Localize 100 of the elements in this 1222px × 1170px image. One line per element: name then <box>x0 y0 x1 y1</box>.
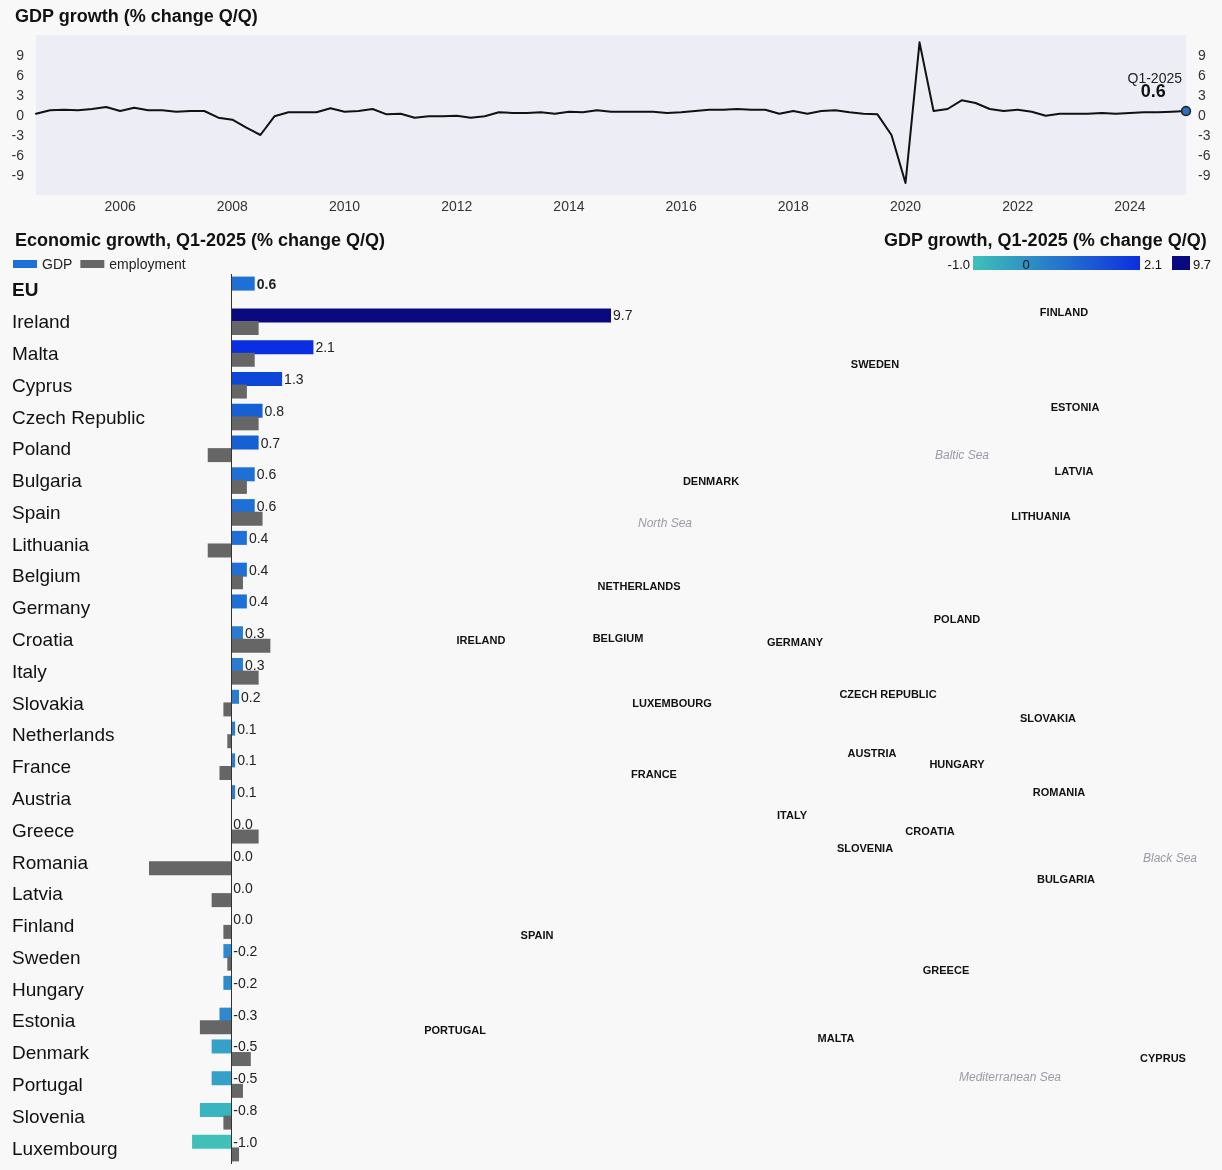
y2-tick-label: 0 <box>1198 107 1206 123</box>
x-tick-label: 2012 <box>441 198 473 214</box>
x-tick-label: 2018 <box>777 198 810 214</box>
bar <box>223 702 232 717</box>
y-tick-label: Poland <box>12 438 72 460</box>
x-tick-label: 2014 <box>553 198 585 214</box>
text: MALTA <box>817 1032 855 1044</box>
text: CYPRUS <box>1140 1052 1186 1064</box>
bar <box>231 320 259 335</box>
bar <box>231 384 247 399</box>
data-label: 0.6 <box>256 498 277 515</box>
text: ESTONIA <box>1050 401 1100 413</box>
y2-tick-label: -9 <box>1198 167 1211 183</box>
x-tick-label: 2010 <box>328 198 361 214</box>
bar <box>231 670 259 685</box>
bar <box>219 765 232 780</box>
y-tick-label: Luxembourg <box>12 1137 118 1159</box>
data-label: 0.1 <box>237 720 257 737</box>
y-tick-label: Italy <box>12 660 48 682</box>
data-label: 0.3 <box>244 625 265 642</box>
text: POLAND <box>933 613 981 625</box>
legend-label: GDP <box>42 256 73 272</box>
y-tick-label: Hungary <box>12 978 85 1000</box>
bar <box>207 543 232 558</box>
y-tick-label: Bulgaria <box>12 470 83 492</box>
x-tick-label: 2008 <box>216 198 249 214</box>
data-label: -0.5 <box>233 1038 258 1055</box>
bar <box>231 479 247 494</box>
text: CROATIA <box>905 825 955 837</box>
y-tick-label: Portugal <box>12 1074 83 1096</box>
bar <box>223 1115 232 1130</box>
y-tick-label: 3 <box>16 87 25 103</box>
chart-title: Economic growth, Q1-2025 (% change Q/Q) <box>15 230 386 250</box>
data-label: 0.7 <box>260 434 281 451</box>
data-label: 0.0 <box>233 911 253 928</box>
bar <box>211 1039 232 1054</box>
y-tick-label: 0 <box>16 107 25 123</box>
bar <box>231 276 255 291</box>
data-label: -0.2 <box>233 974 258 991</box>
bar <box>231 308 611 323</box>
text: SLOVENIA <box>836 842 894 854</box>
y-tick-label: Lithuania <box>12 533 90 555</box>
bar <box>231 499 255 514</box>
bar <box>223 975 232 990</box>
y-tick-label: Malta <box>12 342 59 364</box>
data-label: 0.4 <box>248 561 269 578</box>
bar <box>231 594 247 609</box>
bar <box>231 340 314 355</box>
bar <box>231 638 271 653</box>
data-label: 0.2 <box>241 688 261 705</box>
y-tick-label: Slovenia <box>12 1105 86 1127</box>
y-tick-label: Spain <box>12 501 61 523</box>
y-tick-label: Czech Republic <box>12 406 146 428</box>
x-tick-label: 2016 <box>665 198 697 214</box>
text: North Sea <box>637 516 693 530</box>
data-label: 0.0 <box>233 879 253 896</box>
bar <box>192 1134 232 1149</box>
bar <box>231 352 255 367</box>
y2-tick-label: -3 <box>1198 127 1211 143</box>
y-tick-label: Cyprus <box>12 374 73 396</box>
y-tick-label: Slovakia <box>12 692 85 714</box>
text: 0 <box>1022 256 1030 272</box>
data-label: -0.8 <box>233 1102 258 1119</box>
text: 9.7 <box>1193 256 1212 272</box>
bar <box>227 734 232 749</box>
data-label: 0.6 <box>256 466 277 483</box>
y-tick-label: Belgium <box>12 565 81 587</box>
data-label: 0.6 <box>256 275 277 292</box>
annotation: NETHERLANDS <box>597 580 681 592</box>
annotation: PORTUGAL <box>424 1024 487 1036</box>
y-tick-label: Greece <box>12 819 75 841</box>
data-label: 0.0 <box>233 847 253 864</box>
y-tick-label: 9 <box>16 47 25 63</box>
text: ITALY <box>777 809 808 821</box>
text: DENMARK <box>682 475 740 487</box>
data-label: 1.3 <box>284 370 304 387</box>
annotation: IRELAND <box>456 634 506 646</box>
y-tick-label: Sweden <box>12 946 81 968</box>
y-tick-label: -3 <box>11 127 25 143</box>
text: FINLAND <box>1039 306 1089 318</box>
text: BULGARIA <box>1036 873 1096 885</box>
data-label: 0.1 <box>237 752 257 769</box>
y-tick-label: 6 <box>16 67 25 83</box>
y2-tick-label: 9 <box>1198 47 1206 63</box>
text: LATVIA <box>1054 465 1094 477</box>
bar <box>227 956 232 971</box>
legend-label: employment <box>109 256 186 272</box>
bar <box>199 1103 232 1118</box>
text: AUSTRIA <box>847 747 897 759</box>
chart-title: GDP growth (% change Q/Q) <box>15 6 258 26</box>
text: CZECH REPUBLIC <box>839 688 937 700</box>
bar <box>211 893 232 908</box>
text: LITHUANIA <box>1011 510 1071 522</box>
y2-tick-label: -6 <box>1198 147 1211 163</box>
bar <box>231 829 259 844</box>
bar <box>231 530 247 545</box>
bar <box>207 448 232 463</box>
bar <box>223 944 232 959</box>
text: HUNGARY <box>929 758 986 770</box>
text: FRANCE <box>631 768 677 780</box>
